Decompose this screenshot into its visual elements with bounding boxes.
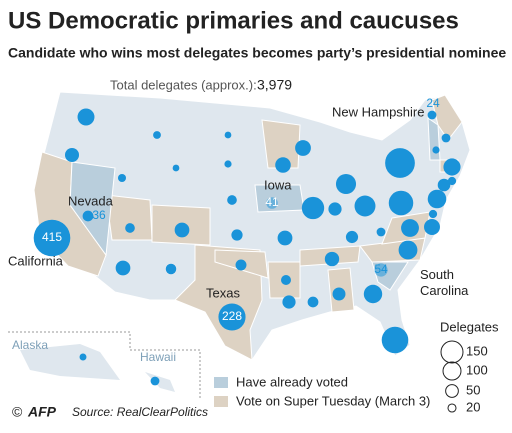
delegate-bubble bbox=[328, 202, 342, 216]
inset-label: Alaska bbox=[12, 338, 48, 352]
delegate-bubble bbox=[231, 229, 243, 241]
size-legend-circle bbox=[445, 384, 459, 398]
delegate-bubble bbox=[277, 230, 293, 246]
delegate-bubble bbox=[388, 190, 414, 216]
delegate-bubble bbox=[172, 164, 180, 172]
state-bubble bbox=[218, 303, 246, 331]
size-legend-title: Delegates bbox=[440, 319, 499, 334]
size-legend-circle bbox=[447, 403, 457, 413]
hawaii-shape bbox=[145, 372, 175, 392]
state-name: California bbox=[8, 253, 64, 268]
inset-border bbox=[8, 331, 131, 350]
state-bubble bbox=[33, 219, 71, 257]
source: Source: RealClearPolitics bbox=[72, 405, 208, 419]
delegate-bubble bbox=[224, 160, 232, 168]
delegate-bubble bbox=[77, 108, 95, 126]
legend-swatch bbox=[214, 377, 228, 388]
delegate-bubble bbox=[401, 219, 419, 237]
delegate-bubble bbox=[398, 240, 418, 260]
credit: © bbox=[12, 404, 23, 420]
delegate-count: 415 bbox=[42, 230, 62, 244]
insets bbox=[8, 331, 201, 400]
delegate-bubble bbox=[235, 259, 247, 271]
size-legend-label: 20 bbox=[466, 399, 480, 414]
delegate-bubble bbox=[354, 195, 376, 217]
legend-label: Have already voted bbox=[236, 374, 348, 389]
delegate-bubble bbox=[324, 251, 340, 267]
delegate-bubble bbox=[427, 189, 447, 209]
legend-label: Vote on Super Tuesday (March 3) bbox=[236, 393, 430, 408]
delegate-bubble bbox=[345, 230, 359, 244]
state-name: New Hampshire bbox=[332, 104, 424, 119]
size-legend-circle bbox=[442, 361, 462, 381]
delegate-bubble bbox=[385, 148, 415, 178]
delegate-bubble bbox=[165, 263, 177, 275]
size-legend-label: 100 bbox=[466, 362, 488, 377]
delegate-count: 228 bbox=[222, 309, 242, 323]
delegate-bubble bbox=[174, 222, 190, 238]
delegate-bubble bbox=[447, 176, 457, 186]
delegate-count: 24 bbox=[426, 96, 440, 110]
delegate-bubble bbox=[332, 287, 346, 301]
delegate-bubble bbox=[153, 131, 161, 139]
delegate-bubble bbox=[381, 326, 409, 354]
delegate-bubble bbox=[282, 295, 296, 309]
total-value: 3,979 bbox=[257, 77, 292, 93]
delegate-bubble bbox=[64, 147, 80, 163]
state-bubble bbox=[374, 263, 388, 277]
delegate-bubble bbox=[125, 223, 135, 233]
delegate-count: 54 bbox=[374, 262, 388, 276]
title: US Democratic primaries and caucuses bbox=[8, 7, 459, 34]
state-name: Iowa bbox=[264, 177, 292, 192]
inset-label: Hawaii bbox=[140, 350, 176, 364]
delegate-bubble bbox=[437, 178, 451, 192]
state-name: South Carolina bbox=[420, 267, 469, 298]
alaska-shape bbox=[20, 344, 120, 380]
delegate-bubble bbox=[227, 195, 237, 205]
state-bubble bbox=[266, 197, 278, 209]
delegate-bubble bbox=[150, 376, 160, 386]
delegate-bubble bbox=[117, 173, 127, 183]
delegate-bubble bbox=[79, 353, 87, 361]
total-label: Total delegates (approx.): bbox=[110, 77, 257, 92]
legend-swatch bbox=[214, 396, 228, 407]
delegate-bubble bbox=[335, 173, 357, 195]
us-map bbox=[33, 91, 471, 361]
delegate-bubble bbox=[432, 146, 440, 154]
delegate-bubble bbox=[376, 227, 386, 237]
size-legend-circle bbox=[440, 340, 464, 364]
delegate-bubble bbox=[428, 209, 438, 219]
delegate-bubble bbox=[307, 296, 319, 308]
delegate-bubble bbox=[295, 140, 311, 156]
delegate-count: 41 bbox=[265, 195, 279, 209]
state-bubble bbox=[82, 210, 94, 222]
size-legend-label: 50 bbox=[466, 382, 480, 397]
state-bubble bbox=[427, 110, 437, 120]
delegate-bubble bbox=[441, 133, 451, 143]
logo: AFP bbox=[27, 404, 57, 420]
delegate-count: 36 bbox=[92, 208, 106, 222]
delegate-bubble bbox=[224, 131, 232, 139]
state-name: Texas bbox=[206, 285, 240, 300]
delegate-bubble bbox=[275, 157, 291, 173]
size-legend-label: 150 bbox=[466, 343, 488, 358]
delegate-bubble bbox=[301, 196, 325, 220]
delegate-bubble bbox=[443, 158, 461, 176]
subtitle: Candidate who wins most delegates become… bbox=[8, 45, 506, 61]
delegate-bubble bbox=[280, 274, 292, 286]
delegate-bubble bbox=[363, 284, 383, 304]
inset-border bbox=[130, 349, 201, 400]
delegate-bubble bbox=[115, 260, 131, 276]
delegate-bubble bbox=[424, 219, 440, 235]
state-name: Nevada bbox=[68, 193, 114, 208]
